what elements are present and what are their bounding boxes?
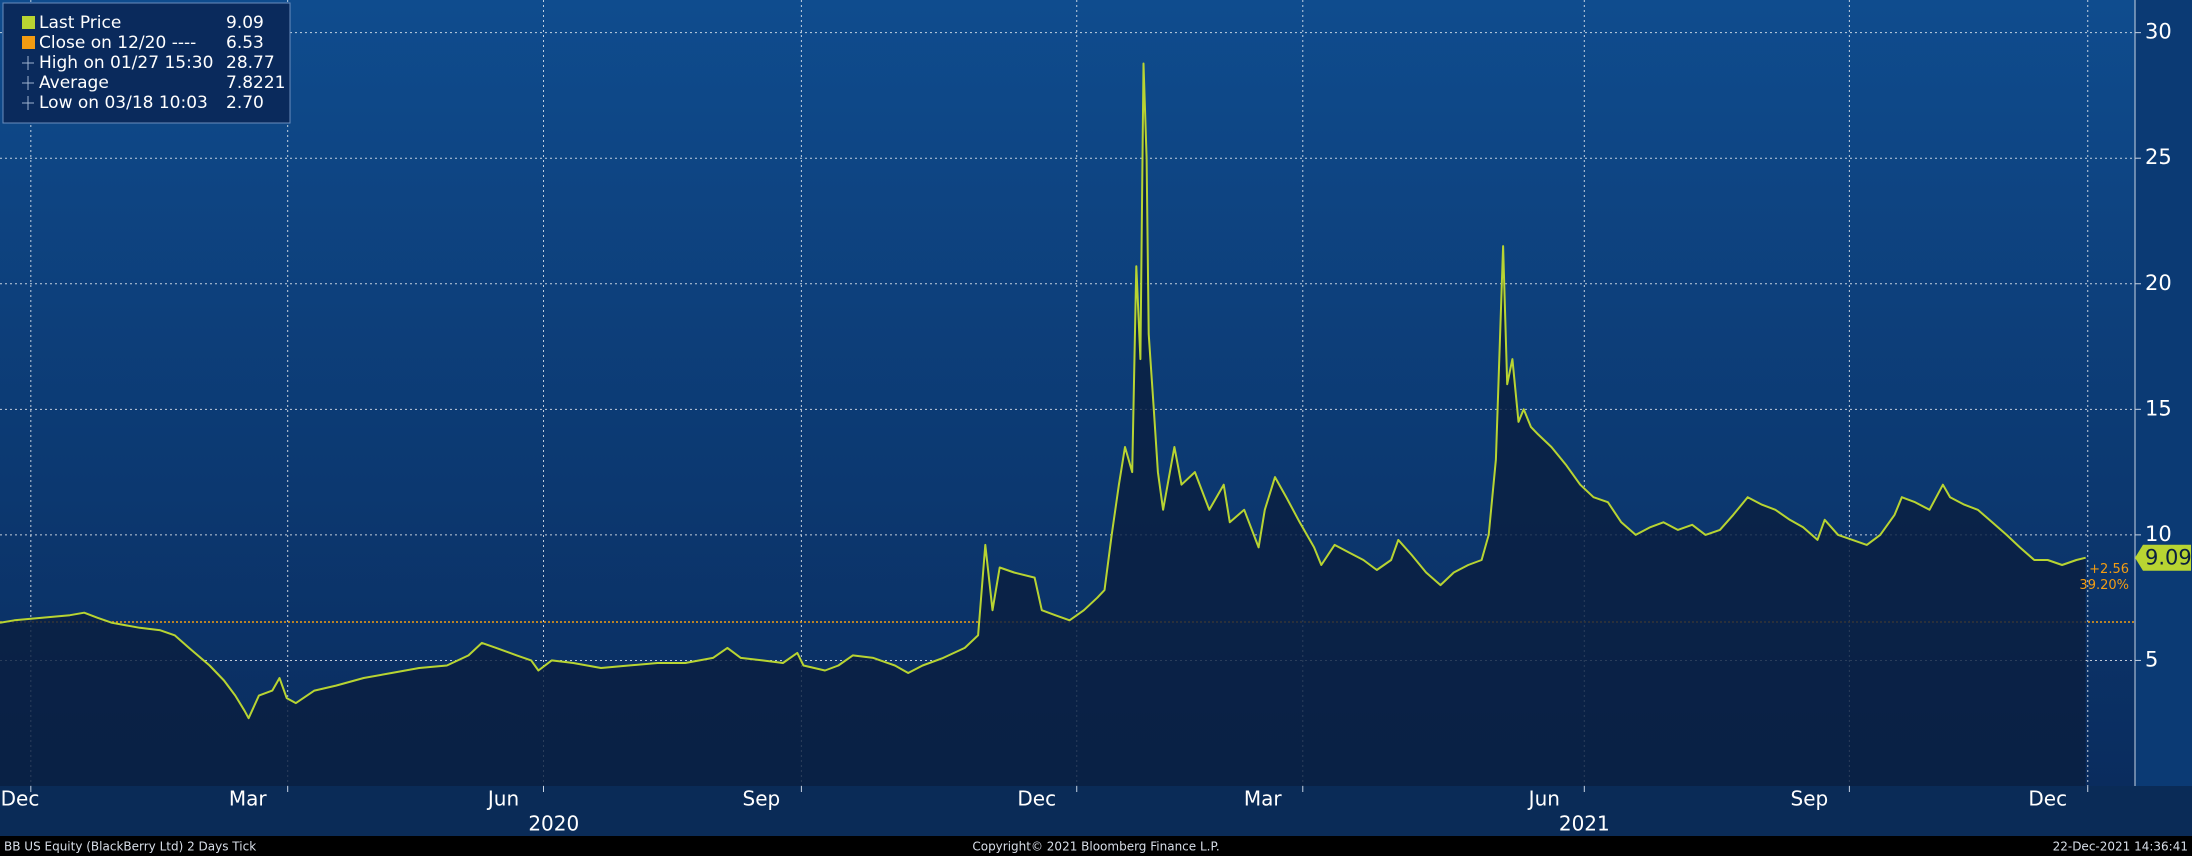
change-label: 39.20%	[2079, 578, 2129, 593]
legend-label: Last Price	[39, 13, 121, 33]
y-tick-label: 20	[2145, 271, 2172, 295]
year-label: 2020	[528, 812, 579, 836]
line	[0, 62, 2086, 720]
legend-value: 9.09	[226, 13, 264, 33]
area	[0, 63, 2086, 786]
x-tick-label: Sep	[1791, 787, 1829, 811]
y-tick-label: 25	[2145, 145, 2172, 169]
last-value-tag	[2135, 544, 2191, 571]
y-tick-label: 5	[2145, 647, 2158, 671]
legend: Last Price 9.09 Close on 12/20 ---- 6.53 Hig…	[2, 2, 291, 124]
legend-label: Average	[39, 73, 109, 93]
x-tick-label: Jun	[1527, 787, 1560, 811]
y-tick-label: 15	[2145, 396, 2172, 420]
legend-value: 7.8221	[226, 73, 285, 93]
footer-center: Copyright© 2021 Bloomberg Finance L.P.	[972, 840, 1219, 854]
change-label: +2.56	[2089, 562, 2129, 577]
legend-label: Low on 03/18 10:03	[39, 93, 208, 113]
footer-right: 22-Dec-2021 14:36:41	[2053, 840, 2188, 854]
x-tick-label: Jun	[486, 787, 519, 811]
legend-value: 2.70	[226, 93, 264, 113]
legend-value: 28.77	[226, 53, 275, 73]
x-tick-label: Sep	[743, 787, 781, 811]
legend-label: High on 01/27 15:30	[39, 53, 213, 73]
last-value-label: 9.09	[2145, 546, 2192, 570]
year-label: 2021	[1559, 812, 1610, 836]
legend-swatch	[22, 36, 35, 49]
x-tick-label: Mar	[1244, 787, 1283, 811]
legend-label: Close on 12/20 ----	[39, 33, 196, 53]
footer-left: BB US Equity (BlackBerry Ltd) 2 Days Tic…	[4, 840, 256, 854]
y-tick-label: 10	[2145, 522, 2172, 546]
legend-swatch	[22, 16, 35, 29]
x-tick-label: Dec	[1017, 787, 1056, 811]
legend-value: 6.53	[226, 33, 264, 53]
x-tick-label: Dec	[2028, 787, 2067, 811]
legend-box	[2, 2, 291, 124]
x-tick-label: Mar	[229, 787, 268, 811]
y-tick-label: 30	[2145, 20, 2172, 44]
axis-area	[2135, 0, 2192, 786]
x-tick-label: Dec	[1, 787, 40, 811]
x-axis-area	[0, 786, 2192, 836]
